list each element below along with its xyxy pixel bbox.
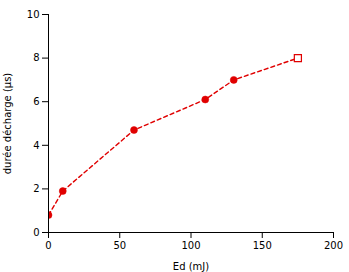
- svg-text:6: 6: [33, 96, 39, 107]
- svg-text:10: 10: [27, 9, 40, 20]
- svg-text:50: 50: [113, 240, 126, 251]
- svg-text:Ed (mJ): Ed (mJ): [173, 261, 209, 272]
- svg-text:4: 4: [33, 140, 39, 151]
- svg-text:0: 0: [45, 240, 51, 251]
- svg-text:8: 8: [33, 52, 39, 63]
- svg-text:150: 150: [253, 240, 272, 251]
- svg-text:200: 200: [324, 240, 343, 251]
- svg-text:100: 100: [181, 240, 200, 251]
- svg-text:2: 2: [33, 183, 39, 194]
- svg-text:durée décharge (μs): durée décharge (μs): [2, 73, 13, 175]
- svg-text:0: 0: [33, 227, 39, 238]
